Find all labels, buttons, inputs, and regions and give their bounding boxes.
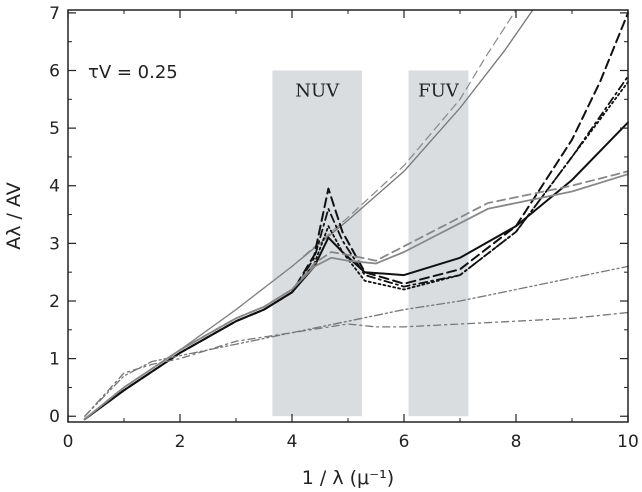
- series-line-gray-dash-dot: [84, 311, 629, 417]
- series-line-gray-dash-dot-dot: [84, 265, 629, 417]
- tau-annotation: τV = 0.25: [88, 62, 178, 83]
- y-tick-label: 7: [49, 4, 60, 24]
- band-label-fuv: FUV: [418, 81, 460, 102]
- y-tick-label: 2: [49, 292, 60, 312]
- x-axis-label: 1 / λ (μ⁻¹): [302, 467, 394, 489]
- series-group: [83, 9, 629, 421]
- band-label-nuv: NUV: [295, 81, 340, 102]
- y-tick-label: 3: [49, 234, 60, 254]
- y-tick-label: 1: [49, 350, 60, 370]
- y-tick-label: 6: [49, 62, 60, 82]
- band-fuv: [408, 70, 469, 417]
- wavelength-bands: NUV FUV: [272, 70, 469, 417]
- axis-ticks: 0 2 4 6 8 10 0 1 2 3 4 5 6 7: [49, 4, 639, 452]
- x-tick-label: 2: [175, 432, 186, 452]
- x-tick-label: 8: [511, 432, 522, 452]
- y-tick-label: 0: [49, 407, 60, 427]
- labels: τV = 0.25 1 / λ (μ⁻¹) Aλ / AV: [3, 62, 394, 489]
- y-axis-label: Aλ / AV: [3, 182, 25, 250]
- x-tick-label: 6: [399, 432, 410, 452]
- x-tick-label: 0: [63, 432, 74, 452]
- series-line-black-dotted: [83, 81, 629, 421]
- series-line-gray-mid-dashed: [83, 170, 629, 421]
- y-tick-label: 5: [49, 119, 60, 139]
- x-tick-label: 10: [617, 432, 639, 452]
- y-tick-label: 4: [49, 177, 60, 197]
- x-tick-label: 4: [287, 432, 298, 452]
